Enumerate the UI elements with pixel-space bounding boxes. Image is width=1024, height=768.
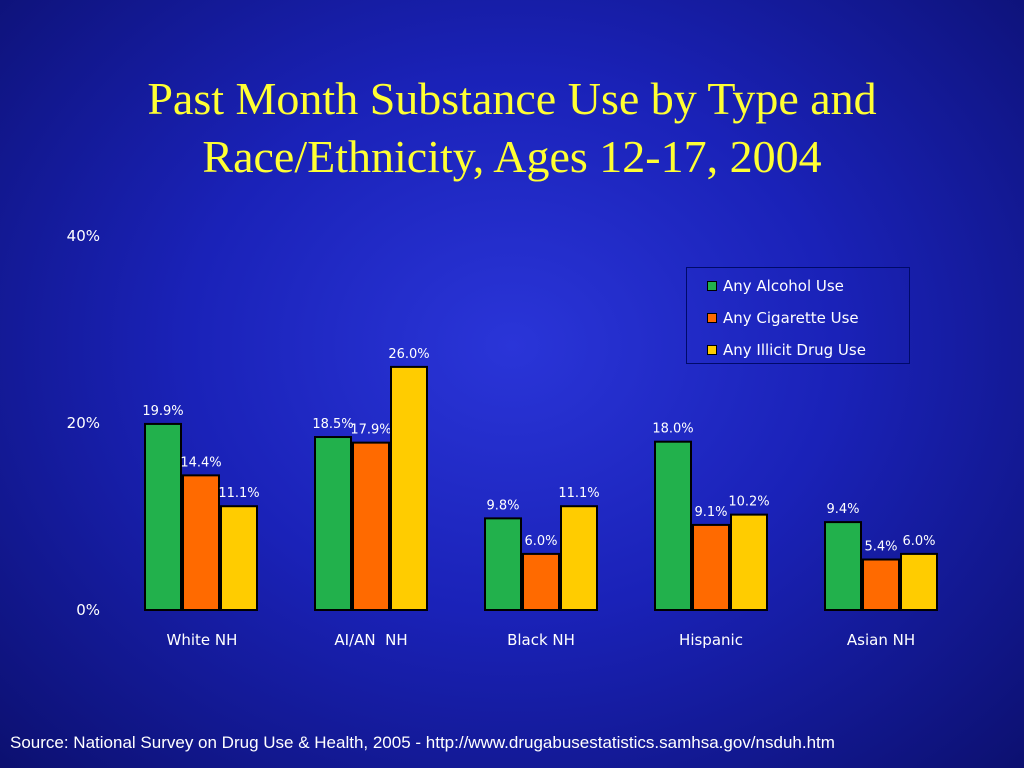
bar bbox=[390, 365, 428, 611]
bar-data-label: 26.0% bbox=[388, 347, 429, 362]
bar-data-label: 18.0% bbox=[652, 422, 693, 437]
legend-swatch-cigarette bbox=[707, 313, 717, 323]
bar-data-label: 18.5% bbox=[312, 417, 353, 432]
chart-title: Past Month Substance Use by Type and Rac… bbox=[0, 70, 1024, 186]
legend-label-cigarette: Any Cigarette Use bbox=[723, 309, 859, 327]
bar bbox=[314, 436, 352, 611]
bar-data-label: 9.1% bbox=[694, 505, 727, 520]
bar bbox=[522, 552, 560, 612]
bar-data-label: 17.9% bbox=[350, 423, 391, 438]
bar bbox=[730, 513, 768, 612]
chart-title-line-2: Race/Ethnicity, Ages 12-17, 2004 bbox=[202, 131, 822, 182]
x-tick-label: Asian NH bbox=[847, 631, 915, 649]
bar-data-label: 9.8% bbox=[486, 498, 519, 513]
bar-data-label: 11.1% bbox=[558, 486, 599, 501]
x-tick-label: Black NH bbox=[507, 631, 575, 649]
bar-data-label: 11.1% bbox=[218, 486, 259, 501]
x-tick-label: White NH bbox=[167, 631, 238, 649]
bar bbox=[692, 523, 730, 611]
bar-data-label: 9.4% bbox=[826, 502, 859, 517]
legend-swatch-alcohol bbox=[707, 281, 717, 291]
bar-data-label: 19.9% bbox=[142, 404, 183, 419]
legend-swatch-illicit bbox=[707, 345, 717, 355]
bar-data-label: 10.2% bbox=[728, 495, 769, 510]
bar bbox=[352, 441, 390, 612]
legend-item-alcohol: Any Alcohol Use bbox=[707, 276, 844, 296]
chart-title-line-1: Past Month Substance Use by Type and bbox=[147, 73, 877, 124]
bar-data-label: 6.0% bbox=[524, 534, 557, 549]
bar bbox=[182, 474, 220, 611]
bar bbox=[862, 558, 900, 612]
bar bbox=[484, 517, 522, 611]
legend-label-alcohol: Any Alcohol Use bbox=[723, 277, 844, 295]
legend-label-illicit: Any Illicit Drug Use bbox=[723, 341, 866, 359]
bar bbox=[654, 440, 692, 612]
y-tick-label: 0% bbox=[76, 601, 100, 619]
bar bbox=[220, 505, 258, 611]
bar-data-label: 6.0% bbox=[902, 534, 935, 549]
source-note: Source: National Survey on Drug Use & He… bbox=[10, 733, 835, 752]
x-tick-label: Hispanic bbox=[679, 631, 743, 649]
bar bbox=[900, 552, 938, 612]
y-tick-label: 40% bbox=[67, 227, 100, 245]
x-tick-label: AI/AN NH bbox=[334, 631, 407, 649]
bar bbox=[144, 422, 182, 611]
bar-data-label: 14.4% bbox=[180, 455, 221, 470]
bar bbox=[824, 521, 862, 611]
legend-item-illicit: Any Illicit Drug Use bbox=[707, 340, 866, 360]
legend-item-cigarette: Any Cigarette Use bbox=[707, 308, 859, 328]
bar-data-label: 5.4% bbox=[864, 540, 897, 555]
bar bbox=[560, 505, 598, 611]
chart-legend: Any Alcohol Use Any Cigarette Use Any Il… bbox=[686, 267, 910, 364]
y-tick-label: 20% bbox=[67, 414, 100, 432]
